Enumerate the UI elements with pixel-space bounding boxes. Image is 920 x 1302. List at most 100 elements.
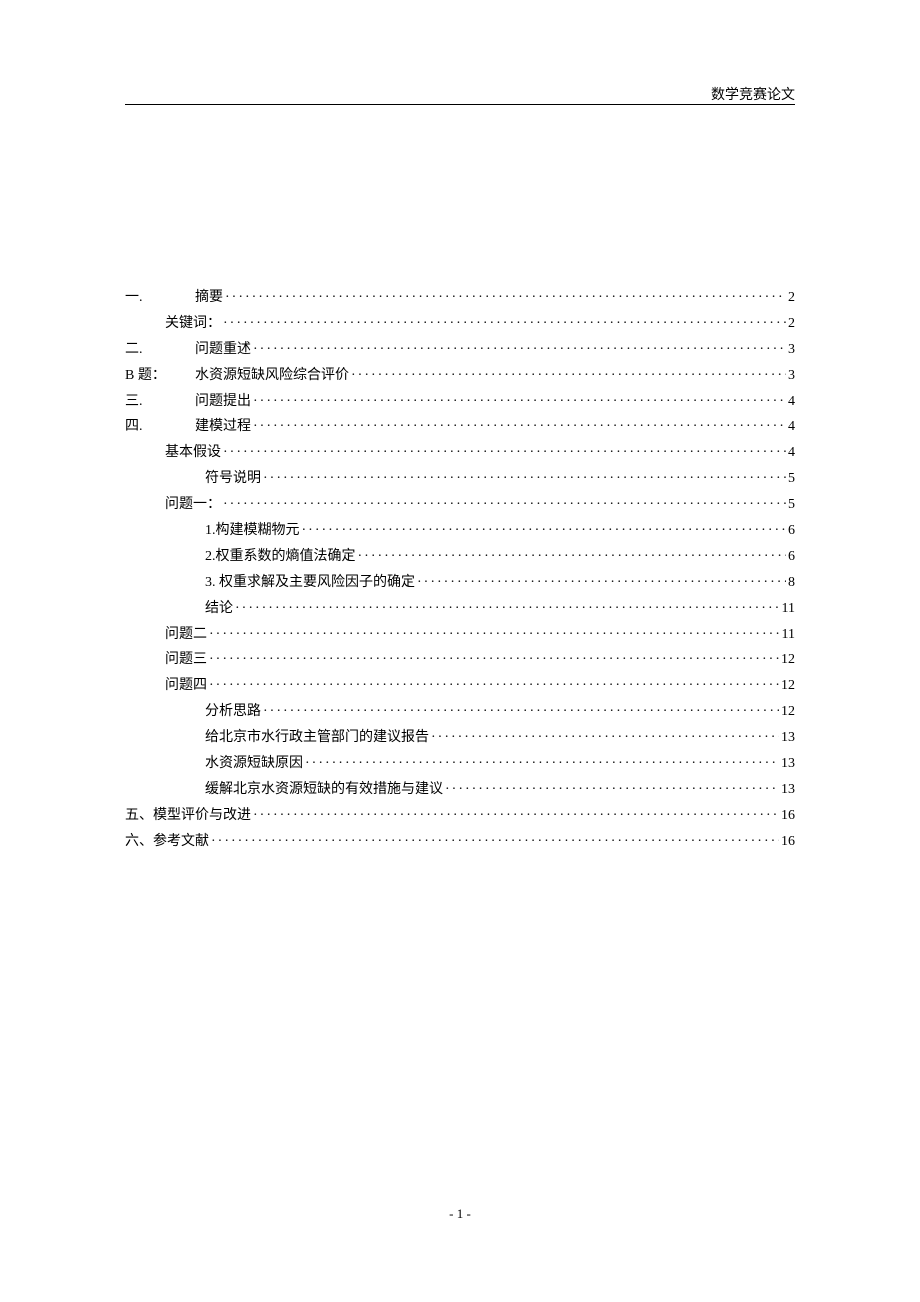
toc-leader-dots — [225, 285, 786, 311]
toc-entry: 分析思路 12 — [125, 699, 795, 725]
toc-number: B 题： — [125, 363, 195, 389]
toc-label: 1.构建模糊物元 — [205, 518, 300, 544]
toc-label: 符号说明 — [205, 466, 261, 492]
toc-text: 问题一： — [165, 497, 221, 512]
toc-text: 水资源短缺风险综合评价 — [195, 368, 349, 383]
toc-label: 结论 — [205, 596, 233, 622]
page-footer: - 1 - — [0, 1206, 920, 1222]
toc-label: 2.权重系数的熵值法确定 — [205, 544, 356, 570]
toc-page: 12 — [781, 673, 795, 699]
toc-entry: 二.问题重述 3 — [125, 337, 795, 363]
toc-label: 3. 权重求解及主要风险因子的确定 — [205, 570, 415, 596]
toc-entry: 六、参考文献 16 — [125, 829, 795, 855]
toc-text: 分析思路 — [205, 704, 261, 719]
toc-leader-dots — [253, 414, 786, 440]
toc-page: 4 — [788, 389, 795, 415]
table-of-contents: 一.摘要2关键词：2二.问题重述3B 题：水资源短缺风险综合评价 3三.问题提出… — [125, 285, 795, 855]
toc-text: 缓解北京水资源短缺的有效措施与建议 — [205, 782, 443, 797]
toc-entry: 2.权重系数的熵值法确定6 — [125, 544, 795, 570]
toc-leader-dots — [263, 466, 786, 492]
header-rule — [125, 104, 795, 105]
toc-text: 2.权重系数的熵值法确定 — [205, 549, 356, 564]
toc-number: 四. — [125, 414, 195, 440]
toc-leader-dots — [302, 518, 787, 544]
toc-number: 二. — [125, 337, 195, 363]
toc-label: 六、参考文献 — [125, 829, 209, 855]
toc-text: 结论 — [205, 601, 233, 616]
toc-text: 问题提出 — [195, 394, 251, 409]
toc-leader-dots — [235, 596, 780, 622]
toc-leader-dots — [253, 389, 786, 415]
toc-entry: 三.问题提出 4 — [125, 389, 795, 415]
toc-label: 四.建模过程 — [125, 414, 251, 440]
toc-page: 6 — [788, 518, 795, 544]
toc-label: B 题：水资源短缺风险综合评价 — [125, 363, 349, 389]
toc-entry: 一.摘要 2 — [125, 285, 795, 311]
toc-leader-dots — [253, 337, 786, 363]
toc-page: 12 — [781, 647, 795, 673]
toc-text: 六、参考文献 — [125, 834, 209, 849]
toc-label: 缓解北京水资源短缺的有效措施与建议 — [205, 777, 443, 803]
toc-page: 3 — [788, 337, 795, 363]
toc-text: 五、模型评价与改进 — [125, 808, 251, 823]
toc-leader-dots — [209, 647, 779, 673]
toc-entry: 1.构建模糊物元 6 — [125, 518, 795, 544]
toc-text: 问题重述 — [195, 342, 251, 357]
toc-text: 问题四 — [165, 678, 207, 693]
toc-page: 5 — [788, 492, 795, 518]
toc-page: 8 — [788, 570, 795, 596]
toc-label: 问题一： — [165, 492, 221, 518]
toc-label: 给北京市水行政主管部门的建议报告 — [205, 725, 429, 751]
toc-label: 问题三 — [165, 647, 207, 673]
toc-label: 基本假设 — [165, 440, 221, 466]
toc-entry: 水资源短缺原因 13 — [125, 751, 795, 777]
toc-text: 水资源短缺原因 — [205, 756, 303, 771]
toc-page: 13 — [781, 751, 795, 777]
toc-text: 给北京市水行政主管部门的建议报告 — [205, 730, 429, 745]
toc-leader-dots — [417, 570, 786, 596]
toc-number: 一. — [125, 285, 195, 311]
toc-text: 摘要 — [195, 290, 223, 305]
toc-entry: 关键词： 2 — [125, 311, 795, 337]
toc-leader-dots — [209, 673, 779, 699]
toc-entry: 五、模型评价与改进 16 — [125, 803, 795, 829]
toc-text: 问题二 — [165, 627, 207, 642]
toc-page: 4 — [788, 414, 795, 440]
toc-leader-dots — [211, 829, 779, 855]
toc-leader-dots — [223, 311, 786, 337]
toc-page: 5 — [788, 466, 795, 492]
toc-text: 关键词： — [165, 316, 221, 331]
toc-entry: 符号说明 5 — [125, 466, 795, 492]
toc-page: 11 — [782, 622, 795, 648]
toc-page: 2 — [788, 311, 795, 337]
toc-label: 五、模型评价与改进 — [125, 803, 251, 829]
toc-entry: 问题二 11 — [125, 622, 795, 648]
toc-leader-dots — [351, 363, 786, 389]
page-header: 数学竞赛论文 — [711, 84, 795, 104]
toc-leader-dots — [209, 622, 780, 648]
toc-label: 二.问题重述 — [125, 337, 251, 363]
toc-page: 12 — [781, 699, 795, 725]
toc-leader-dots — [263, 699, 779, 725]
toc-page: 16 — [781, 803, 795, 829]
toc-page: 13 — [781, 777, 795, 803]
toc-page: 2 — [788, 285, 795, 311]
toc-entry: 四.建模过程 4 — [125, 414, 795, 440]
toc-entry: B 题：水资源短缺风险综合评价 3 — [125, 363, 795, 389]
toc-entry: 问题四 12 — [125, 673, 795, 699]
toc-entry: 问题三 12 — [125, 647, 795, 673]
toc-label: 水资源短缺原因 — [205, 751, 303, 777]
toc-text: 问题三 — [165, 652, 207, 667]
toc-text: 3. 权重求解及主要风险因子的确定 — [205, 575, 415, 590]
toc-entry: 结论 11 — [125, 596, 795, 622]
toc-entry: 基本假设4 — [125, 440, 795, 466]
toc-page: 3 — [788, 363, 795, 389]
toc-page: 16 — [781, 829, 795, 855]
toc-number: 三. — [125, 389, 195, 415]
toc-label: 三.问题提出 — [125, 389, 251, 415]
toc-leader-dots — [358, 544, 787, 570]
toc-label: 一.摘要 — [125, 285, 223, 311]
toc-page: 11 — [782, 596, 795, 622]
toc-text: 1.构建模糊物元 — [205, 523, 300, 538]
toc-label: 分析思路 — [205, 699, 261, 725]
